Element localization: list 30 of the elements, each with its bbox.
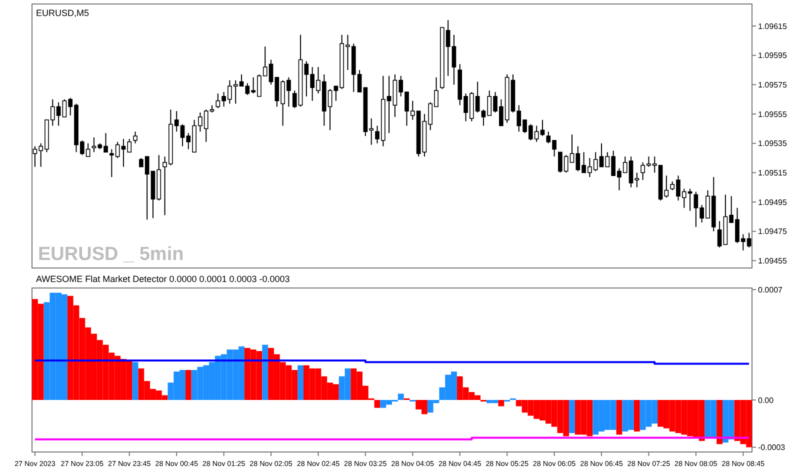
y-tick-label: 1.09555 — [758, 110, 788, 119]
bar — [374, 400, 380, 408]
bar — [716, 400, 722, 444]
candlestick — [452, 34, 456, 86]
bar — [132, 362, 138, 400]
bar — [634, 400, 640, 432]
candlestick — [717, 220, 722, 248]
bar — [398, 394, 404, 400]
y-tick-label: 0.0007 — [758, 285, 784, 294]
bar — [498, 400, 504, 406]
bar — [569, 400, 575, 434]
candlestick — [664, 175, 669, 198]
bar — [185, 370, 192, 400]
candlestick — [133, 131, 138, 144]
y-tick-label: 1.09535 — [758, 139, 788, 148]
chart-title: EURUSD,M5 — [36, 8, 90, 18]
bar — [298, 365, 304, 400]
bar — [262, 344, 268, 400]
y-tick-label: 1.09595 — [758, 51, 788, 60]
y-tick-label: 1.09615 — [758, 22, 788, 31]
y-tick-label: 1.09495 — [758, 198, 788, 207]
y-tick-label: 1.09455 — [758, 256, 788, 266]
y-tick-label: -0.0003 — [758, 443, 786, 452]
chart-title: AWESOME Flat Market Detector 0.0000 0.0001 0.0003 -0.0003 — [36, 274, 290, 284]
bar — [616, 400, 622, 435]
y-tick-label: 1.09475 — [758, 227, 788, 236]
annotation: EURUSD _ 5min — [38, 244, 184, 265]
y-tick-label: 1.09515 — [758, 168, 788, 178]
y-tick-label: 1.09575 — [758, 80, 788, 90]
y-tick-label: 0.00 — [758, 396, 774, 405]
